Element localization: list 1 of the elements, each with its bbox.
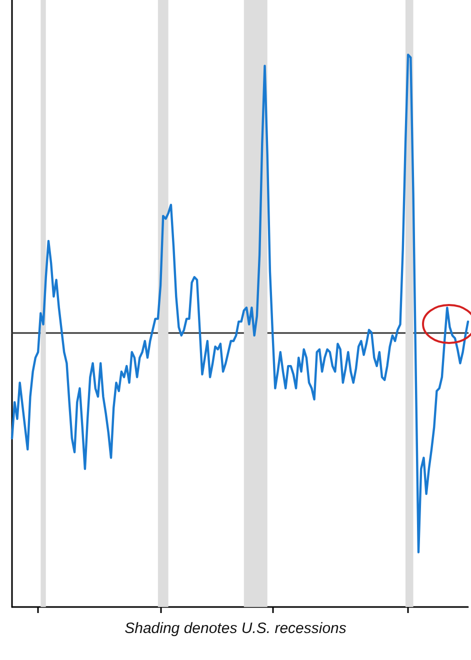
text: Shading denotes U.S. recessions (124, 620, 347, 637)
